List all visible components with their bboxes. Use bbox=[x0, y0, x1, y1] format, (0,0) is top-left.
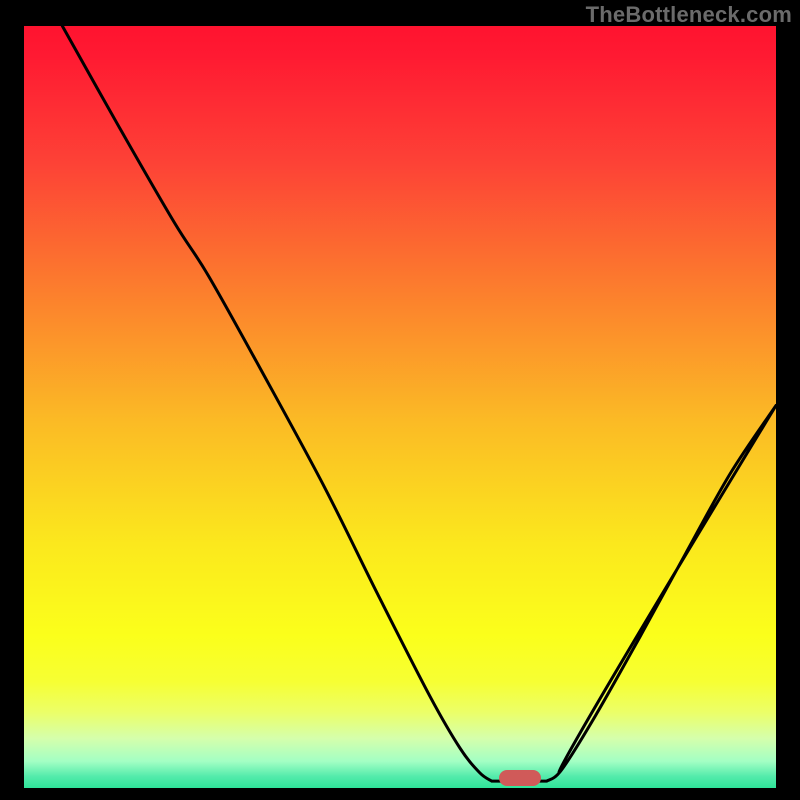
plot-area bbox=[24, 26, 776, 788]
chart-svg bbox=[24, 26, 776, 788]
chart-frame: TheBottleneck.com bbox=[0, 0, 800, 800]
gradient-background bbox=[24, 26, 776, 788]
optimal-marker bbox=[499, 770, 541, 785]
attribution-text: TheBottleneck.com bbox=[586, 2, 792, 28]
